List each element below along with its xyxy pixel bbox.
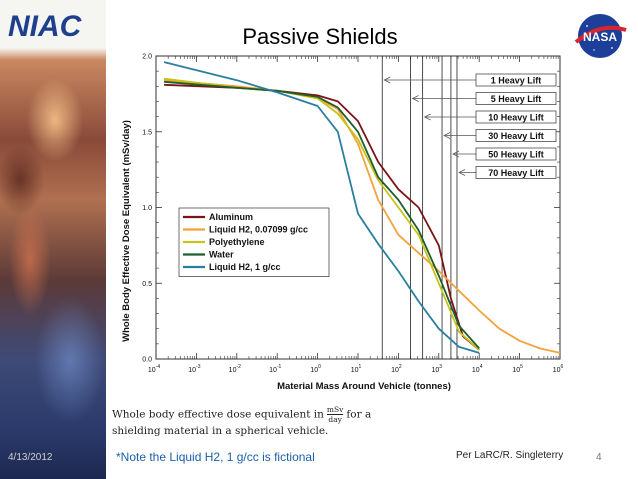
x-tick-exponent: -4 — [156, 364, 161, 370]
annotation-arrowhead — [443, 132, 451, 139]
annotation-box — [475, 92, 557, 105]
annotation-arrowhead — [423, 113, 431, 121]
dose-chart: Whole Body Effective Dose Equivalent (mS… — [121, 54, 564, 393]
niac-logo: NIAC — [8, 10, 83, 43]
legend-label: Polyethylene — [209, 237, 265, 247]
x-tick-exponent: 2 — [399, 364, 402, 370]
annotation-label: 70 Heavy Lift — [488, 168, 544, 178]
svg-text:NASA: NASA — [583, 30, 617, 44]
annotation-label: 1 Heavy Lift — [491, 76, 542, 86]
x-tick-label: 104 — [472, 364, 483, 374]
slide-title: Passive Shields — [242, 24, 398, 49]
x-axis-label: Material Mass Around Vehicle (tonnes) — [277, 381, 451, 392]
credit-text: Per LaRC/R. Singleterry — [456, 450, 564, 461]
svg-text:NIAC: NIAC — [8, 10, 83, 43]
series-line-liquid-h2-1-g-cc — [163, 61, 480, 354]
y-tick-label: 0.0 — [142, 357, 152, 364]
legend-label: Liquid H2, 0.07099 g/cc — [209, 225, 308, 235]
unit-numerator: mSv — [326, 405, 344, 415]
x-tick-exponent: 4 — [480, 364, 483, 370]
annotation-arrowhead — [458, 169, 466, 176]
annotation-label: 5 Heavy Lift — [491, 94, 542, 104]
y-tick-label: 1.5 — [142, 129, 152, 136]
caption-text-2: for a — [346, 408, 372, 421]
annotation-label: 10 Heavy Lift — [488, 113, 544, 123]
x-tick-label: 10-4 — [148, 364, 160, 374]
x-tick-label: 10-2 — [229, 364, 241, 374]
nebula-sidebar-image — [0, 0, 106, 479]
y-tick-label: 2.0 — [142, 54, 152, 61]
annotation-arrowhead — [411, 95, 419, 102]
x-tick-exponent: 1 — [359, 364, 362, 370]
y-axis-label: Whole Body Effective Dose Equivalent (mS… — [121, 120, 132, 342]
annotation-label: 50 Heavy Lift — [488, 150, 544, 160]
x-tick-exponent: 5 — [520, 364, 523, 370]
slide-date: 4/13/2012 — [8, 452, 53, 463]
y-tick-label: 0.5 — [142, 281, 152, 288]
nasa-logo: NASA — [574, 14, 627, 58]
unit-fraction: mSv day — [326, 405, 344, 424]
annotation-box — [475, 129, 557, 142]
chart-caption: Whole body effective dose equivalent in m… — [112, 405, 402, 439]
footnote: *Note the Liquid H2, 1 g/cc is fictional — [116, 450, 315, 464]
x-tick-exponent: -2 — [236, 364, 241, 370]
annotation-arrowhead — [452, 150, 460, 158]
legend-label: Aluminum — [209, 212, 253, 222]
x-tick-label: 103 — [432, 364, 443, 374]
x-tick-exponent: 6 — [561, 364, 564, 370]
annotation-box — [475, 166, 557, 179]
x-tick-exponent: -1 — [277, 364, 282, 370]
unit-denominator: day — [328, 415, 342, 424]
nasa-meatball-icon — [578, 14, 622, 58]
x-tick-label: 105 — [512, 364, 523, 374]
x-tick-exponent: -3 — [196, 364, 201, 370]
y-tick-label: 1.0 — [142, 205, 152, 212]
x-tick-label: 106 — [553, 364, 564, 374]
x-tick-exponent: 3 — [439, 364, 442, 370]
caption-text-1: Whole body effective dose equivalent in — [112, 408, 324, 421]
x-tick-label: 100 — [310, 364, 321, 374]
annotation-box — [475, 110, 557, 124]
x-tick-label: 102 — [391, 364, 402, 374]
x-tick-label: 10-1 — [269, 364, 281, 374]
x-tick-label: 101 — [351, 364, 362, 374]
page-number: 4 — [596, 452, 602, 463]
legend-label: Liquid H2, 1 g/cc — [209, 262, 281, 272]
x-tick-label: 10-3 — [188, 364, 200, 374]
annotation-box — [475, 147, 557, 161]
legend-label: Water — [209, 250, 234, 260]
annotation-arrowhead — [383, 76, 391, 84]
annotation-box — [475, 73, 557, 87]
x-tick-exponent: 0 — [318, 364, 321, 370]
caption-text-3: shielding material in a spherical vehicl… — [112, 425, 329, 437]
annotation-label: 30 Heavy Lift — [488, 131, 544, 141]
